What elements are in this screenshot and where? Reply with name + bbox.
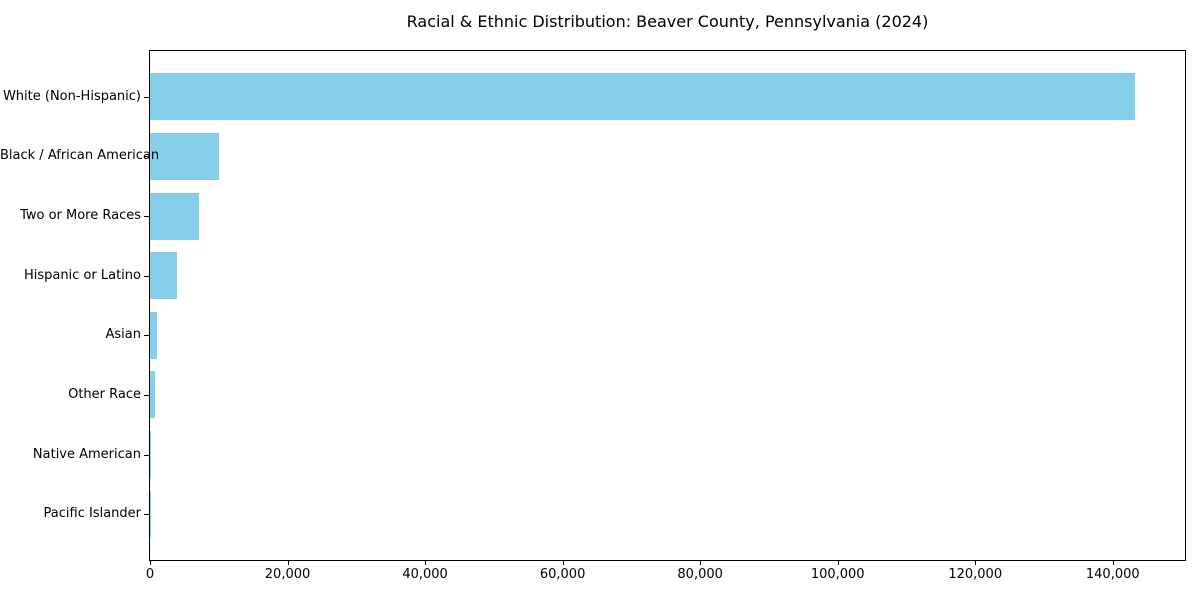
y-tick-mark	[144, 514, 149, 515]
x-tick-label-80-000: 80,000	[677, 567, 723, 582]
x-tick-label-0: 0	[145, 567, 155, 582]
chart-title: Racial & Ethnic Distribution: Beaver Cou…	[406, 12, 929, 31]
x-tick-mark	[150, 561, 151, 565]
x-tick-mark	[700, 561, 701, 565]
bar-two-or-more-races	[150, 192, 200, 240]
y-tick-mark	[144, 97, 149, 98]
y-tick-label-two-or-more-races: Two or More Races	[20, 208, 141, 224]
x-tick-mark	[838, 561, 839, 565]
x-tick-label-100-000: 100,000	[810, 567, 865, 582]
y-tick-label-asian: Asian	[105, 327, 141, 343]
y-tick-label-native-american: Native American	[32, 446, 141, 462]
y-tick-mark	[144, 216, 149, 217]
x-tick-mark	[975, 561, 976, 565]
y-tick-mark	[144, 455, 149, 456]
y-tick-mark	[144, 395, 149, 396]
x-tick-label-40-000: 40,000	[402, 567, 448, 582]
x-tick-label-20-000: 20,000	[264, 567, 311, 582]
y-tick-label-other-race: Other Race	[68, 386, 141, 402]
x-tick-mark	[563, 561, 564, 565]
y-tick-label-black-african-american: Black / African American	[0, 148, 160, 164]
x-tick-mark	[288, 561, 289, 565]
bar-hispanic-or-latino	[150, 252, 177, 300]
y-tick-mark	[144, 276, 149, 277]
y-tick-label-hispanic-or-latino: Hispanic or Latino	[23, 267, 141, 283]
bar-asian	[150, 311, 157, 359]
x-tick-mark	[1113, 561, 1114, 565]
x-tick-label-60-000: 60,000	[539, 567, 586, 582]
y-tick-label-pacific-islander: Pacific Islander	[43, 506, 141, 522]
bar-other-race	[150, 371, 155, 419]
x-tick-label-120-000: 120,000	[948, 567, 1003, 582]
y-tick-mark	[144, 156, 149, 157]
y-tick-label-white-non-hispanic: White (Non-Hispanic)	[2, 88, 141, 104]
x-tick-mark	[425, 561, 426, 565]
x-tick-label-140-000: 140,000	[1085, 567, 1140, 582]
bar-native-american	[150, 431, 152, 479]
plot-area	[149, 50, 1186, 561]
y-tick-mark	[144, 335, 149, 336]
bar-white-non-hispanic	[150, 73, 1135, 121]
bar-black-african-american	[150, 132, 220, 180]
